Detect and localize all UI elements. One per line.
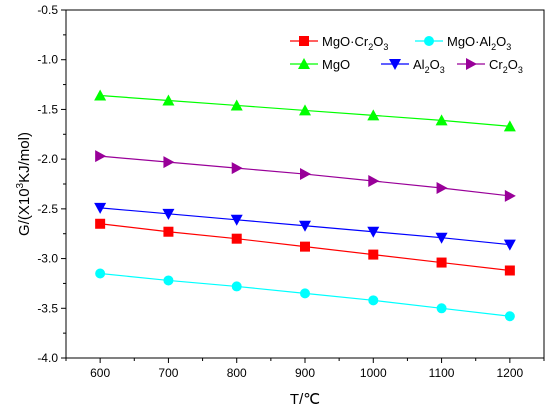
x-tick-label: 900	[295, 366, 315, 380]
series-al2o3	[94, 202, 516, 251]
y-axis: -4.0 -3.5 -3.0 -2.5 -2.0 -1.5 -1.0 -0.5	[37, 3, 66, 365]
y-title-text: G/(X10	[16, 188, 33, 236]
data-point-cr2o3	[231, 162, 243, 175]
y-tick-label: -3.0	[37, 252, 58, 266]
data-point-mgo-al2o3	[504, 311, 515, 322]
legend-marker	[298, 58, 310, 69]
x-tick-label: 700	[158, 366, 178, 380]
x-axis: 600 700 800 900 1000 1100 1200	[65, 358, 545, 380]
series-cr2o3	[95, 150, 516, 202]
legend-label: Al2O3	[413, 57, 445, 75]
data-point-mgo-al2o3	[163, 275, 174, 286]
legend-label: Cr2O3	[489, 57, 523, 75]
data-point-mgo-cr2o3	[504, 265, 515, 276]
data-point-cr2o3	[95, 150, 107, 163]
legend-marker	[424, 36, 434, 46]
legend-label-part: O	[430, 57, 440, 72]
series-mgo-cr2o3	[95, 218, 515, 276]
legend-marker	[389, 59, 401, 70]
legend-label: MgO·Cr2O3	[322, 34, 388, 52]
data-point-al2o3	[162, 208, 175, 220]
data-point-mgo	[230, 99, 243, 111]
legend-label-part: O	[496, 34, 506, 49]
data-point-mgo-cr2o3	[300, 241, 310, 252]
legend-label-part: Al	[413, 57, 425, 72]
data-point-cr2o3	[504, 189, 516, 202]
legend-marker	[299, 36, 309, 46]
y-tick-label: -4.0	[37, 351, 58, 365]
legend-marker	[466, 58, 477, 70]
legend-label-part: MgO·Al	[447, 34, 491, 49]
data-point-mgo-al2o3	[436, 303, 447, 314]
y-tick-label: -3.5	[37, 301, 58, 315]
series-layer	[94, 89, 516, 322]
legend-label-part: 3	[383, 42, 388, 52]
x-axis-title: T/℃	[290, 391, 320, 408]
data-point-al2o3	[367, 226, 380, 238]
data-point-mgo	[162, 94, 175, 106]
legend-label-part: 2	[425, 65, 430, 75]
series-mgo-al2o3	[95, 268, 515, 322]
data-point-mgo	[503, 120, 516, 132]
x-tick-label: 1200	[497, 366, 524, 380]
x-tick-label: 1000	[360, 366, 387, 380]
legend-item-al2o3: Al2O3	[381, 57, 445, 75]
data-point-mgo	[94, 89, 107, 101]
series-mgo	[94, 89, 516, 132]
data-point-al2o3	[435, 232, 448, 244]
data-point-cr2o3	[436, 181, 448, 194]
data-point-mgo-al2o3	[95, 268, 106, 279]
legend-label-part: 3	[506, 42, 511, 52]
data-point-cr2o3	[300, 168, 311, 181]
legend-label-part: O	[508, 57, 518, 72]
y-title-text: KJ/mol)	[16, 132, 33, 183]
y-tick-label: -0.5	[37, 3, 58, 17]
data-point-mgo-cr2o3	[368, 249, 379, 260]
legend-item-mgo-cr2o3: MgO·Cr2O3	[290, 34, 388, 52]
legend-item-mgo: MgO	[290, 57, 350, 72]
legend-label-part: MgO·Cr	[322, 34, 369, 49]
legend-label-part: MgO	[322, 57, 350, 72]
legend-item-mgo-al2o3: MgO·Al2O3	[415, 34, 511, 52]
y-axis-title: G/(X103KJ/mol)	[15, 132, 33, 236]
data-point-al2o3	[230, 214, 243, 226]
x-tick-label: 600	[90, 366, 110, 380]
legend-label: MgO·Al2O3	[447, 34, 511, 52]
legend-label-part: 2	[491, 42, 496, 52]
data-point-cr2o3	[368, 175, 380, 188]
data-point-cr2o3	[163, 156, 175, 169]
data-point-mgo-cr2o3	[163, 226, 174, 237]
data-point-mgo-cr2o3	[436, 257, 447, 268]
data-point-mgo	[299, 104, 311, 116]
legend-label-part: 2	[368, 42, 373, 52]
data-point-mgo	[367, 109, 380, 121]
y-title-superscript: 3	[15, 182, 26, 188]
y-tick-label: -2.5	[37, 202, 58, 216]
legend-label-part: 2	[503, 65, 508, 75]
legend-label-part: 3	[518, 65, 523, 75]
y-tick-label: -1.0	[37, 53, 58, 67]
data-point-al2o3	[299, 220, 311, 232]
data-point-mgo-cr2o3	[95, 218, 106, 229]
legend-label: MgO	[322, 57, 350, 72]
data-point-mgo-cr2o3	[231, 233, 242, 244]
legend-label-part: 3	[440, 65, 445, 75]
y-tick-label: -1.5	[37, 102, 58, 116]
x-tick-label: 1100	[429, 366, 455, 380]
legend-label-part: O	[373, 34, 383, 49]
data-point-mgo	[435, 114, 448, 126]
data-point-mgo-al2o3	[368, 295, 379, 306]
data-point-mgo-al2o3	[300, 288, 310, 299]
legend-item-cr2o3: Cr2O3	[457, 57, 523, 75]
legend-label-part: Cr	[489, 57, 503, 72]
data-point-al2o3	[503, 239, 516, 251]
data-point-al2o3	[94, 202, 107, 214]
y-tick-label: -2.0	[37, 152, 58, 166]
data-point-mgo-al2o3	[231, 281, 242, 292]
x-tick-label: 800	[227, 366, 247, 380]
